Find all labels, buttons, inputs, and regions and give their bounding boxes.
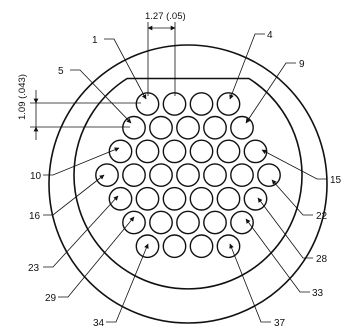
callout-33: 33	[312, 288, 324, 299]
pin-contact-15	[243, 139, 268, 164]
callout-29: 29	[45, 293, 57, 304]
callout-leader-10	[43, 147, 120, 176]
pin-contact-33	[230, 210, 254, 235]
pin-contact-36	[189, 234, 214, 259]
callout-leader-15	[261, 149, 327, 180]
pin-contact-10	[108, 139, 133, 164]
pin-contact-24	[135, 186, 160, 211]
pin-contact-9	[230, 115, 254, 140]
callout-10: 10	[30, 171, 42, 182]
pin-contact-30	[149, 210, 173, 235]
callout-leader-34	[106, 243, 149, 323]
callout-labels: 1 4 5 9 10 15 16 22 23 28 29 33 34 37	[28, 30, 342, 329]
pin-contact-25	[162, 186, 187, 211]
pin-contact-37	[216, 234, 241, 259]
pin-contact-26	[189, 186, 214, 211]
callout-leader-16	[43, 174, 105, 216]
outer-shell-circle	[48, 44, 328, 324]
pin-contact-13	[189, 139, 214, 164]
pin-contact-20	[203, 163, 227, 188]
callout-leader-4	[229, 33, 265, 100]
callout-15: 15	[330, 175, 342, 186]
pin-contact-3	[189, 92, 214, 116]
callout-leader-23	[43, 195, 119, 268]
pitch-dimension: 1.27 (.05)	[145, 11, 186, 96]
callout-leader-22	[271, 179, 313, 216]
pin-contact-11	[135, 139, 160, 164]
pin-contact-27	[216, 186, 241, 211]
pitch-dimension-label: 1.27 (.05)	[145, 11, 186, 22]
callout-leaders	[43, 33, 327, 323]
callout-5: 5	[58, 66, 64, 77]
pin-contact-1	[135, 92, 160, 116]
callout-leader-33	[245, 218, 310, 293]
callout-9: 9	[299, 59, 305, 70]
pin-contact-17	[122, 163, 146, 188]
pin-contact-35	[162, 234, 187, 259]
pin-contact-5	[122, 115, 146, 140]
callout-22: 22	[316, 211, 328, 222]
insert-outline	[73, 77, 303, 290]
callout-37: 37	[274, 318, 286, 329]
pin-contact-28	[243, 186, 268, 211]
pin-contact-16	[95, 163, 119, 188]
pin-contact-19	[176, 163, 200, 188]
pin-contact-4	[216, 92, 241, 116]
callout-leader-28	[257, 197, 313, 259]
pin-contact-23	[108, 186, 133, 211]
pin-contact-14	[216, 139, 241, 164]
callout-23: 23	[28, 263, 40, 274]
pin-contact-22	[257, 163, 281, 188]
pin-contact-21	[230, 163, 254, 188]
pin-contact-6	[149, 115, 173, 140]
pin-contact-18	[149, 163, 173, 188]
callout-leader-5	[70, 69, 132, 124]
callout-28: 28	[316, 254, 328, 265]
pin-contact-31	[176, 210, 200, 235]
callout-leader-29	[58, 216, 135, 298]
contact-pins	[95, 92, 281, 259]
row-spacing-dimension: 1.09 (.043)	[17, 74, 141, 140]
pin-contact-8	[203, 115, 227, 140]
callout-leader-1	[104, 38, 147, 100]
row-spacing-dimension-label: 1.09 (.043)	[17, 74, 28, 120]
callout-leader-9	[245, 62, 296, 124]
callout-16: 16	[29, 211, 41, 222]
callout-1: 1	[92, 35, 98, 46]
callout-leader-37	[229, 243, 271, 323]
callout-4: 4	[267, 30, 273, 41]
pin-contact-29	[122, 210, 146, 235]
pin-contact-7	[176, 115, 200, 140]
pin-contact-2	[162, 92, 187, 116]
pin-contact-12	[162, 139, 187, 164]
pin-contact-32	[203, 210, 227, 235]
callout-34: 34	[93, 318, 105, 329]
